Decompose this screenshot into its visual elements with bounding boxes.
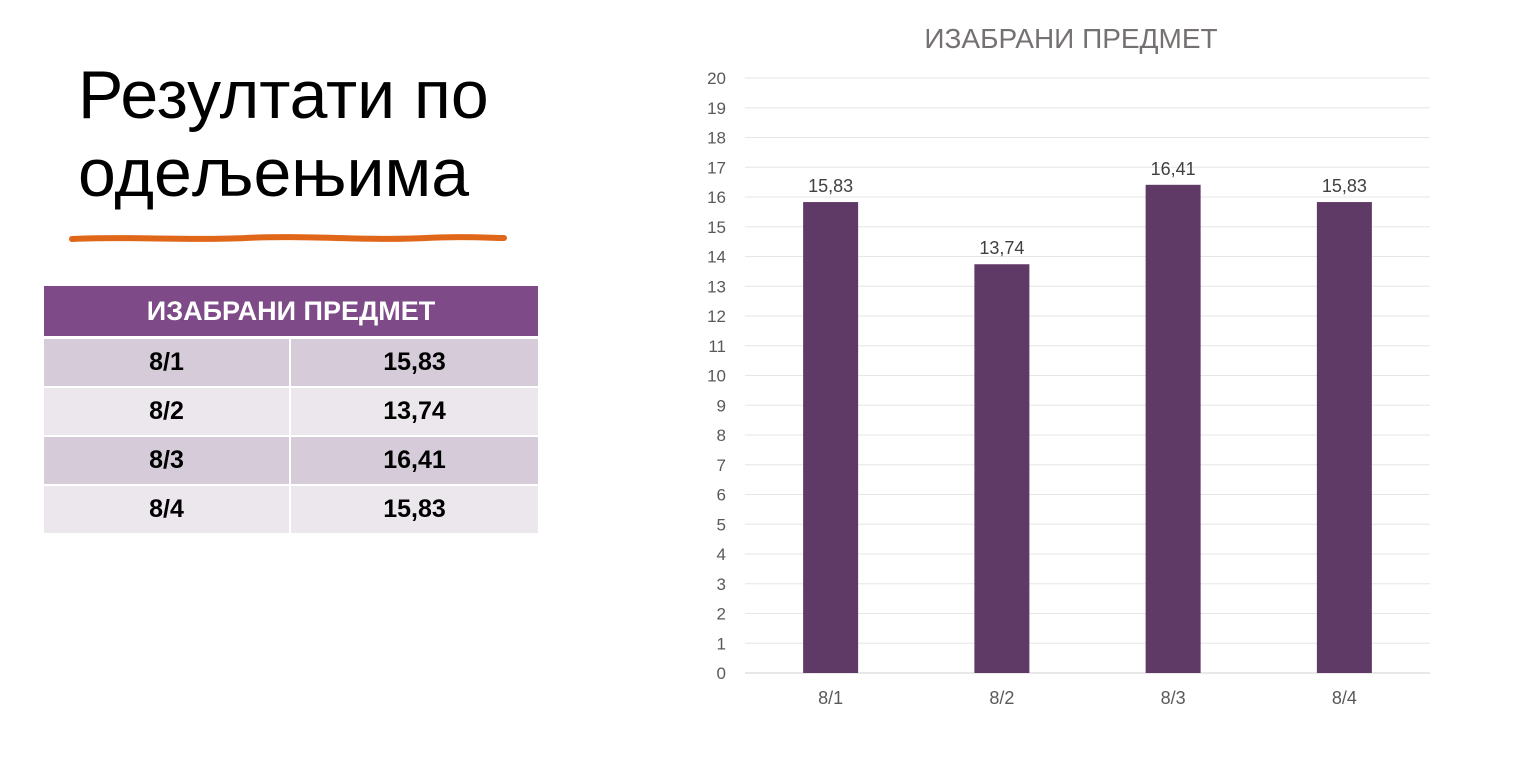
y-tick-label: 9 bbox=[717, 396, 726, 415]
table-row: 8/4 15,83 bbox=[44, 485, 538, 535]
class-cell: 8/3 bbox=[44, 436, 291, 486]
chart-title: ИЗАБРАНИ ПРЕДМЕТ bbox=[924, 23, 1217, 54]
y-tick-label: 13 bbox=[707, 277, 726, 296]
bar bbox=[1145, 184, 1201, 674]
y-tick-label: 11 bbox=[708, 337, 726, 356]
y-tick-label: 6 bbox=[717, 486, 726, 505]
y-tick-label: 1 bbox=[717, 634, 726, 653]
y-tick-label: 14 bbox=[707, 248, 726, 267]
value-cell: 15,83 bbox=[290, 485, 538, 535]
bars bbox=[803, 184, 1372, 674]
y-tick-label: 16 bbox=[707, 188, 726, 207]
value-cell: 13,74 bbox=[290, 387, 538, 437]
gridlines bbox=[745, 77, 1430, 674]
bar bbox=[974, 264, 1030, 673]
data-label: 13,74 bbox=[979, 238, 1024, 258]
class-cell: 8/4 bbox=[44, 485, 291, 535]
y-tick-label: 3 bbox=[717, 575, 726, 594]
x-axis-tick-labels: 8/1 8/2 8/3 8/4 bbox=[818, 688, 1357, 708]
y-tick-label: 10 bbox=[707, 367, 726, 386]
class-cell: 8/1 bbox=[44, 337, 291, 388]
value-cell: 16,41 bbox=[290, 436, 538, 486]
y-tick-label: 17 bbox=[707, 158, 726, 177]
class-cell: 8/2 bbox=[44, 387, 291, 437]
y-tick-label: 0 bbox=[717, 664, 726, 683]
data-label: 15,83 bbox=[1322, 176, 1367, 196]
slide-title-line-2: одељењима bbox=[78, 135, 470, 211]
table-row: 8/1 15,83 bbox=[44, 337, 538, 388]
data-label: 15,83 bbox=[808, 176, 853, 196]
y-tick-label: 4 bbox=[717, 545, 726, 564]
orange-underline-stroke bbox=[69, 234, 507, 242]
y-tick-label: 19 bbox=[707, 99, 726, 118]
y-tick-label: 15 bbox=[707, 218, 726, 237]
value-cell: 15,83 bbox=[290, 337, 538, 388]
table-header-row: ИЗАБРАНИ ПРЕДМЕТ bbox=[44, 286, 538, 339]
bar bbox=[803, 202, 859, 673]
slide-title-line-1: Резултати по bbox=[78, 57, 489, 133]
x-tick-label: 8/4 bbox=[1332, 688, 1357, 708]
slide-title: Резултати по одељењима bbox=[78, 56, 598, 212]
y-tick-label: 2 bbox=[717, 605, 726, 624]
bar bbox=[1316, 202, 1372, 673]
bar-chart-svg: ИЗАБРАНИ ПРЕДМЕТ 01234567891011121314151… bbox=[707, 23, 1430, 708]
x-tick-label: 8/1 bbox=[818, 688, 843, 708]
table-row: 8/2 13,74 bbox=[44, 387, 538, 437]
results-table: ИЗАБРАНИ ПРЕДМЕТ 8/1 15,83 8/2 13,74 8/3… bbox=[44, 286, 538, 535]
y-tick-label: 5 bbox=[717, 515, 726, 534]
y-tick-label: 8 bbox=[717, 426, 726, 445]
bar-chart: ИЗАБРАНИ ПРЕДМЕТ 0 1 2 3 4 5 6 7 8 9 10 11 12 13 14 15 1… bbox=[680, 0, 1460, 769]
y-tick-label: 20 bbox=[707, 69, 726, 88]
underline-path bbox=[69, 234, 507, 242]
y-tick-label: 12 bbox=[707, 307, 726, 326]
x-tick-label: 8/2 bbox=[989, 688, 1014, 708]
x-tick-label: 8/3 bbox=[1161, 688, 1186, 708]
y-tick-label: 18 bbox=[707, 129, 726, 148]
data-label: 16,41 bbox=[1151, 159, 1196, 179]
y-tick-label: 7 bbox=[717, 456, 726, 475]
table-header: ИЗАБРАНИ ПРЕДМЕТ bbox=[44, 286, 538, 339]
data-labels: 15,83 13,74 16,41 15,83 bbox=[808, 159, 1367, 258]
table-row: 8/3 16,41 bbox=[44, 436, 538, 486]
